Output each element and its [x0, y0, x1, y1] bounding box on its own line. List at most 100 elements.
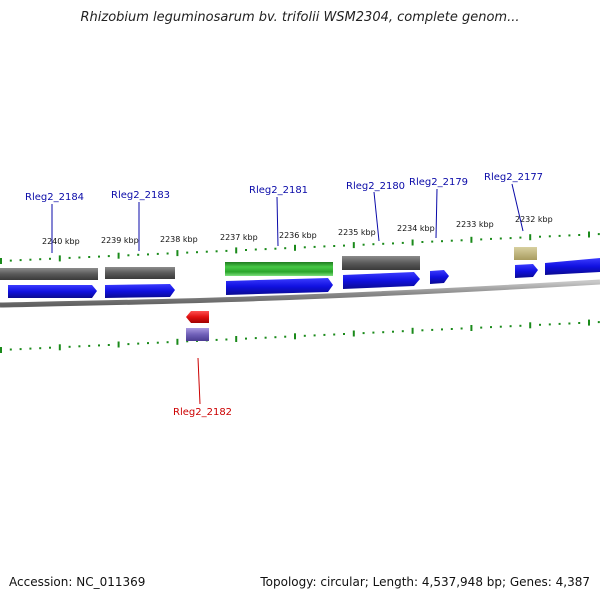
minor-tick: [490, 326, 492, 329]
major-tick: [411, 327, 414, 334]
genome-summary-text: Topology: circular; Length: 4,537,948 bp…: [260, 575, 590, 589]
label-leaders: [51, 183, 524, 405]
minor-tick: [127, 343, 130, 346]
cds-arrow[interactable]: [226, 278, 333, 295]
minor-tick: [313, 245, 316, 248]
minor-tick: [156, 252, 159, 255]
minor-tick: [509, 325, 512, 328]
gene-feature[interactable]: [342, 256, 420, 270]
cds-arrow[interactable]: [430, 270, 449, 284]
kbp-label: 2236 kbp: [279, 231, 317, 240]
gene-label[interactable]: Rleg2_2177: [484, 172, 543, 183]
gene-label[interactable]: Rleg2_2183: [111, 190, 170, 201]
major-tick: [588, 231, 590, 238]
cds-arrow[interactable]: [515, 264, 538, 278]
kbp-label: 2235 kbp: [338, 228, 376, 237]
gene-feature[interactable]: [0, 268, 98, 280]
gene-label[interactable]: Rleg2_2184: [25, 192, 84, 203]
upper-tick-row: [0, 231, 600, 264]
major-tick: [235, 336, 238, 342]
cds-arrow[interactable]: [105, 284, 175, 298]
major-tick: [529, 234, 532, 241]
ncrna-feature[interactable]: [514, 247, 537, 260]
minor-tick: [333, 245, 336, 247]
minor-tick: [137, 253, 140, 256]
major-tick: [0, 258, 2, 264]
cds-arrow-reverse[interactable]: [186, 311, 209, 323]
minor-tick: [421, 241, 424, 243]
major-tick: [352, 330, 355, 337]
minor-tick: [9, 348, 12, 351]
rrna-feature[interactable]: [225, 262, 333, 276]
major-tick: [529, 322, 532, 329]
minor-tick: [578, 234, 581, 236]
minor-tick: [568, 322, 571, 325]
gene-feature[interactable]: [186, 328, 209, 341]
minor-tick: [68, 345, 71, 348]
kbp-scale: 2240 kbp 2239 kbp 2238 kbp 2237 kbp 2236…: [42, 215, 553, 246]
minor-tick: [9, 259, 12, 262]
major-tick: [352, 242, 355, 249]
kbp-label: 2234 kbp: [397, 224, 435, 233]
minor-tick: [166, 252, 169, 255]
major-tick: [235, 247, 238, 254]
minor-tick: [284, 247, 287, 250]
minor-tick: [431, 328, 434, 331]
cds-arrow[interactable]: [545, 258, 600, 275]
minor-tick: [480, 326, 483, 329]
minor-tick: [29, 347, 32, 350]
minor-tick: [156, 341, 159, 344]
minor-tick: [421, 329, 424, 332]
gene-label[interactable]: Rleg2_2181: [249, 185, 308, 196]
major-tick: [176, 250, 179, 257]
major-tick: [117, 252, 120, 259]
minor-tick: [215, 250, 218, 253]
cds-arrow[interactable]: [343, 272, 420, 289]
minor-tick: [225, 338, 228, 341]
minor-tick: [39, 258, 42, 261]
minor-tick: [499, 325, 502, 328]
minor-tick: [460, 239, 463, 242]
minor-tick: [19, 259, 22, 262]
minor-tick: [568, 234, 571, 237]
minor-tick: [450, 328, 453, 330]
major-tick: [117, 341, 120, 348]
major-tick: [294, 244, 296, 251]
minor-tick: [362, 332, 365, 335]
gene-label[interactable]: Rleg2_2182: [173, 407, 232, 418]
minor-tick: [254, 248, 257, 251]
minor-tick: [98, 344, 100, 347]
minor-tick: [245, 337, 247, 340]
minor-tick: [303, 246, 306, 249]
gene-label[interactable]: Rleg2_2180: [346, 181, 405, 192]
kbp-label: 2240 kbp: [42, 237, 80, 246]
minor-tick: [382, 331, 385, 334]
minor-tick: [558, 322, 561, 325]
gene-labels: Rleg2_2184 Rleg2_2183 Rleg2_2181 Rleg2_2…: [25, 172, 543, 418]
minor-tick: [441, 240, 443, 243]
minor-tick: [49, 257, 51, 260]
major-tick: [176, 338, 179, 345]
minor-tick: [372, 331, 375, 334]
minor-tick: [509, 237, 512, 240]
kbp-label: 2233 kbp: [456, 220, 494, 229]
track-lower: [186, 311, 209, 341]
kbp-label: 2239 kbp: [101, 236, 139, 245]
minor-tick: [274, 336, 277, 339]
minor-tick: [98, 255, 100, 258]
minor-tick: [254, 337, 257, 340]
minor-tick: [539, 235, 541, 238]
major-tick: [58, 344, 61, 351]
minor-tick: [441, 328, 443, 331]
gene-feature[interactable]: [105, 267, 175, 279]
minor-tick: [303, 334, 306, 337]
cds-arrow[interactable]: [8, 285, 97, 298]
minor-tick: [460, 327, 463, 330]
gene-label[interactable]: Rleg2_2179: [409, 177, 468, 188]
minor-tick: [137, 342, 140, 345]
cds-track-upper: [8, 258, 600, 298]
minor-tick: [431, 240, 434, 243]
minor-tick: [313, 334, 316, 337]
minor-tick: [372, 243, 375, 246]
